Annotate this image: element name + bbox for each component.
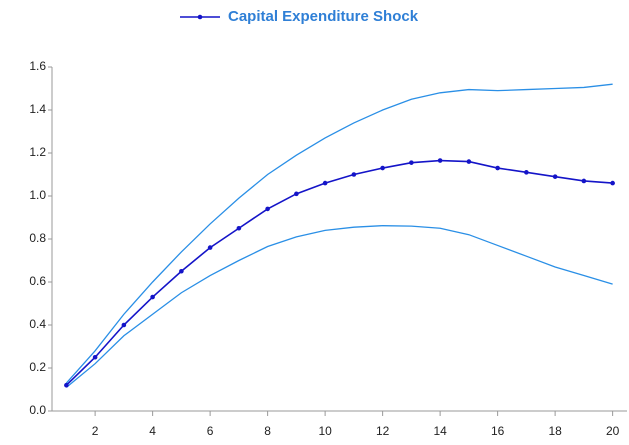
lower-band [65,225,613,388]
y-tick-label: 0.6 [29,274,46,288]
point [150,294,155,300]
point [610,180,615,186]
y-tick-label: 1.2 [29,145,46,159]
point [236,225,242,231]
y-tick-label: 1.6 [29,59,46,73]
point [495,165,500,171]
x-tick-label: 14 [433,424,447,438]
point [466,159,472,164]
point [524,170,529,175]
point [179,268,184,274]
point [64,382,69,388]
point [380,165,385,171]
x-tick-label: 16 [491,424,505,438]
y-tick-label: 1.0 [29,188,46,202]
point [207,245,213,250]
y-tick-label: 0.4 [29,317,46,331]
point [552,174,558,179]
point [437,158,443,163]
point [121,322,127,328]
x-tick-label: 8 [264,424,271,438]
point [581,178,587,184]
x-tick-label: 20 [606,424,620,438]
series-line [65,159,613,386]
point [265,206,270,212]
x-tick-label: 2 [92,424,99,438]
legend-text: Capital Expenditure Shock [228,8,419,25]
point [92,354,98,360]
y-tick-label: 1.4 [29,102,46,116]
y-tick-label: 0.2 [29,360,46,374]
x-tick-label: 6 [207,424,214,438]
point [409,160,414,165]
upper-band [65,83,613,384]
x-tick-label: 18 [548,424,562,438]
y-tick-label: 0.0 [29,403,46,417]
point [351,172,357,177]
point [294,191,299,197]
legend-marker [197,14,203,20]
y-tick-label: 0.8 [29,231,46,245]
x-tick-label: 4 [149,424,156,438]
x-tick-label: 10 [318,424,332,438]
x-tick-label: 12 [376,424,390,438]
point [322,180,328,186]
